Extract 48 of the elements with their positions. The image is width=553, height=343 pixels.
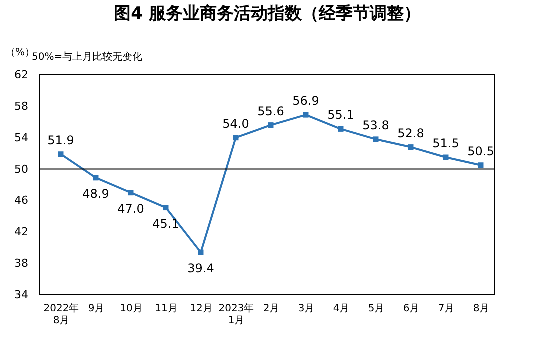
point — [163, 205, 169, 211]
point — [58, 152, 64, 158]
point — [268, 122, 274, 128]
chart-title: 图4 服务业商务活动指数（经季节调整） — [114, 4, 421, 24]
x-tick-label: 8月 — [473, 304, 490, 314]
x-tick-label: 3月 — [298, 304, 315, 314]
text: 55.6 — [258, 104, 284, 118]
x-tick-label: 9月 — [88, 304, 105, 314]
point — [198, 250, 204, 256]
text: 52.8 — [398, 126, 424, 140]
text: 47.0 — [118, 202, 144, 216]
text: 48.9 — [82, 186, 110, 201]
y-tick-label: 50 — [14, 162, 28, 176]
y-tick-label: 62 — [14, 68, 28, 82]
x-tick-label: 7月 — [438, 304, 455, 314]
text: 45.1 — [152, 216, 180, 231]
point — [408, 144, 414, 150]
x-tick-label: 6月 — [403, 304, 420, 314]
x-tick-label: 4月 — [333, 304, 350, 314]
y-tick-label: 42 — [14, 226, 28, 239]
text: 51.5 — [432, 136, 460, 150]
text: 56.9 — [292, 94, 320, 108]
y-tick-label: 38 — [14, 257, 28, 270]
text: 54.0 — [222, 116, 250, 131]
point — [93, 175, 99, 181]
text: 39.4 — [188, 262, 214, 276]
x-tick-label: 2月 — [263, 304, 280, 314]
y-tick-label: 34 — [14, 288, 28, 302]
text: 50%=与上月比较无变化 — [32, 51, 143, 63]
y-tick-label: 54 — [14, 131, 28, 144]
x-tick-label: 2022年 8月 — [44, 302, 80, 326]
text: 50.5 — [468, 144, 494, 158]
x-tick-label: 12月 — [190, 304, 213, 314]
text: 53.8 — [362, 118, 390, 132]
text: 55.1 — [328, 108, 354, 122]
point — [128, 190, 134, 196]
x-tick-label: 5月 — [368, 304, 385, 314]
point — [373, 136, 379, 142]
y-tick-label: 46 — [14, 194, 28, 208]
x-tick-label: 10月 — [120, 304, 143, 314]
y-tick-label: 58 — [14, 100, 28, 113]
point — [338, 126, 344, 132]
point — [303, 112, 309, 118]
x-tick-label: 11月 — [155, 304, 178, 314]
text: 51.9 — [48, 133, 74, 148]
point — [233, 135, 239, 141]
x-tick-label: 2023年 1月 — [218, 302, 254, 326]
point — [478, 162, 484, 168]
